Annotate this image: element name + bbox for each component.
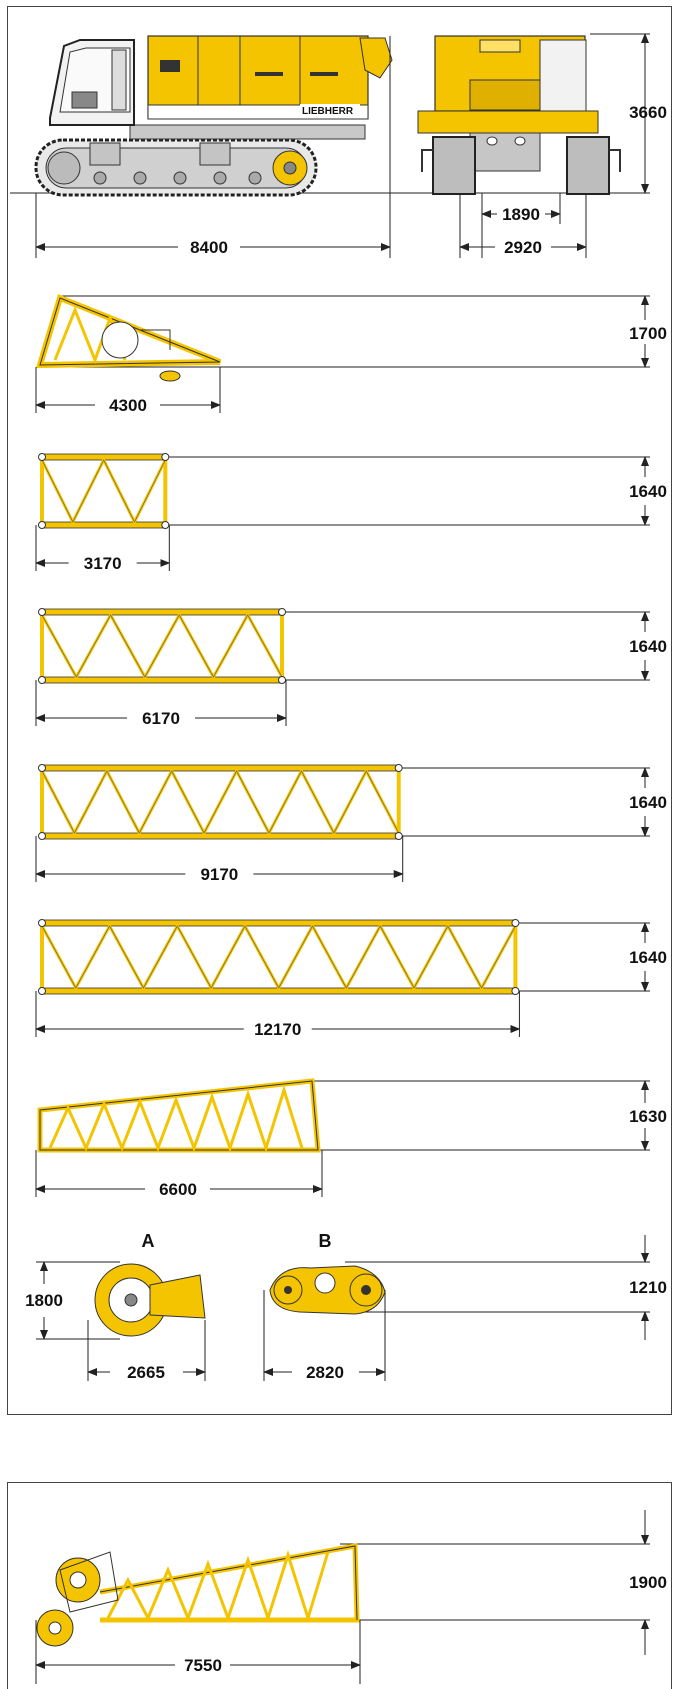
lattice-section-2: 6170 1640 [35,608,667,728]
boom-foot: 4300 1700 [35,293,667,415]
dim-part-a-height: 1800 [25,1291,63,1310]
dim-machine-length: 8400 [190,238,228,257]
dim-section-1-length: 3170 [84,554,122,573]
lattice-section-4: 12170 1640 [35,919,667,1039]
dim-section-2-height: 1640 [629,637,667,656]
dim-jib-foot-length: 7550 [184,1656,222,1675]
dim-track-width: 2920 [504,238,542,257]
crawler-track [34,138,318,197]
part-b: B 1210 2820 [263,1231,667,1382]
lattice-section-1: 3170 1640 [35,453,667,573]
lattice-section-3: 9170 1640 [35,764,667,884]
dim-section-4-length: 12170 [254,1020,301,1039]
jib-foot: 7550 1900 [35,1510,667,1684]
dim-part-b-height: 1210 [629,1278,667,1297]
dim-part-b-length: 2820 [306,1363,344,1382]
part-b-label: B [319,1231,332,1251]
dim-section-3-height: 1640 [629,793,667,812]
base-machine-rear-view [417,35,621,195]
dim-track-gauge: 1890 [502,205,540,224]
dim-section-4-height: 1640 [629,948,667,967]
dim-section-1-height: 1640 [629,482,667,501]
intermediate-sections: 3170 1640 6170 1640 9170 1640 12170 1640 [35,453,667,1039]
dim-boom-foot-length: 4300 [109,396,147,415]
dim-boom-head-length: 6600 [159,1180,197,1199]
main-frame [7,6,672,1415]
part-a: A 1800 2665 [25,1231,206,1382]
dim-part-a-length: 2665 [127,1363,165,1382]
dim-boom-foot-height: 1700 [629,324,667,343]
superstructure-side: LIEBHERR [49,35,393,140]
jib-frame [7,1482,672,1689]
dim-section-3-length: 9170 [200,865,238,884]
dim-section-2-length: 6170 [142,709,180,728]
part-a-label: A [142,1231,155,1251]
base-machine: LIEBHERR 8400 3660 [10,33,667,258]
liebherr-logo: LIEBHERR [302,106,354,117]
boom-head: 6600 1630 [35,1078,667,1199]
dim-machine-height: 3660 [629,103,667,122]
dim-jib-foot-height: 1900 [629,1573,667,1592]
dim-boom-head-height: 1630 [629,1107,667,1126]
